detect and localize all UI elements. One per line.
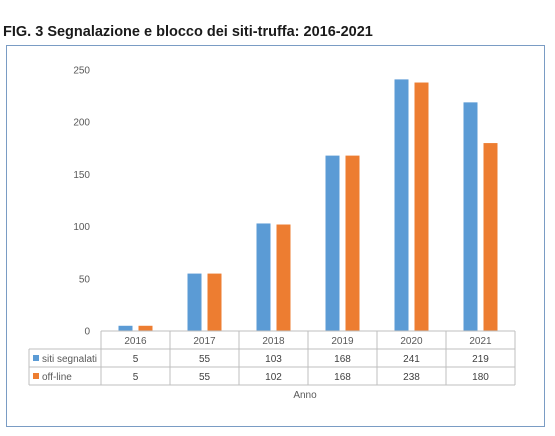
- bar-off-line: [276, 224, 291, 331]
- data-label: 241: [403, 354, 420, 365]
- bar-siti-segnalati: [187, 273, 202, 331]
- y-tick-label: 0: [84, 327, 90, 338]
- bar-off-line: [345, 155, 360, 331]
- chart-frame: [6, 45, 545, 427]
- data-label: 168: [334, 372, 351, 383]
- legend-key: [33, 355, 39, 361]
- chart-axes: 0 50 100 150 200 250: [73, 66, 90, 338]
- bar-off-line: [138, 325, 153, 331]
- x-tick-label: 2016: [124, 336, 147, 347]
- y-tick-label: 100: [73, 222, 90, 233]
- bar-siti-segnalati: [256, 223, 271, 331]
- chart-bars: [118, 79, 498, 332]
- legend-key: [33, 373, 39, 379]
- bar-off-line: [207, 273, 222, 331]
- x-tick-label: 2020: [400, 336, 423, 347]
- bar-siti-segnalati: [118, 325, 133, 331]
- legend-label: siti segnalati: [42, 354, 97, 365]
- data-label: 5: [133, 372, 139, 383]
- x-tick-label: 2018: [262, 336, 285, 347]
- data-label: 55: [199, 354, 211, 365]
- x-tick-label: 2017: [193, 336, 216, 347]
- data-label: 103: [265, 354, 282, 365]
- x-axis-label: Anno: [293, 390, 317, 401]
- y-tick-label: 150: [73, 170, 90, 181]
- x-tick-label: 2021: [469, 336, 492, 347]
- figure-title: FIG. 3 Segnalazione e blocco dei siti-tr…: [3, 24, 373, 40]
- y-tick-label: 200: [73, 118, 90, 129]
- y-tick-label: 250: [73, 66, 90, 77]
- bar-siti-segnalati: [394, 79, 409, 332]
- bar-siti-segnalati: [325, 155, 340, 331]
- bar-siti-segnalati: [463, 102, 478, 331]
- data-label: 102: [265, 372, 282, 383]
- legend-label: off-line: [42, 372, 72, 383]
- bar-off-line: [414, 82, 429, 331]
- y-tick-label: 50: [79, 274, 91, 285]
- x-tick-label: 2019: [331, 336, 354, 347]
- data-label: 180: [472, 372, 489, 383]
- data-label: 219: [472, 354, 489, 365]
- data-label: 55: [199, 372, 211, 383]
- data-label: 168: [334, 354, 351, 365]
- data-label: 5: [133, 354, 139, 365]
- data-label: 238: [403, 372, 420, 383]
- bar-off-line: [483, 143, 498, 331]
